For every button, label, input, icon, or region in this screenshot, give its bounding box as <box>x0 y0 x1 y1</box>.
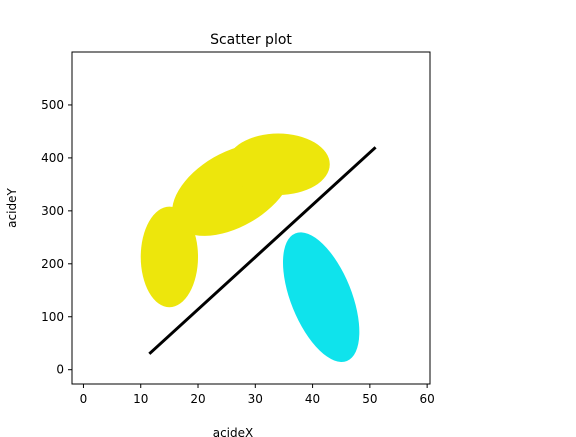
data-ellipse-3 <box>227 134 330 195</box>
x-tick-label: 20 <box>190 392 205 406</box>
x-tick-label: 50 <box>362 392 377 406</box>
x-tick-label: 10 <box>133 392 148 406</box>
x-tick-label: 60 <box>419 392 434 406</box>
y-tick-label: 0 <box>56 363 64 377</box>
chart-title: Scatter plot <box>210 32 292 48</box>
x-tick-label: 40 <box>305 392 320 406</box>
y-tick-label: 300 <box>41 204 64 218</box>
y-tick-label: 100 <box>41 310 64 324</box>
y-tick-label: 200 <box>41 257 64 271</box>
x-axis-label: acideX <box>213 426 254 437</box>
y-tick-label: 400 <box>41 151 64 165</box>
y-axis-label: acideY <box>5 188 19 228</box>
x-tick-label: 30 <box>248 392 263 406</box>
x-tick-label: 0 <box>80 392 88 406</box>
y-tick-label: 500 <box>41 98 64 112</box>
